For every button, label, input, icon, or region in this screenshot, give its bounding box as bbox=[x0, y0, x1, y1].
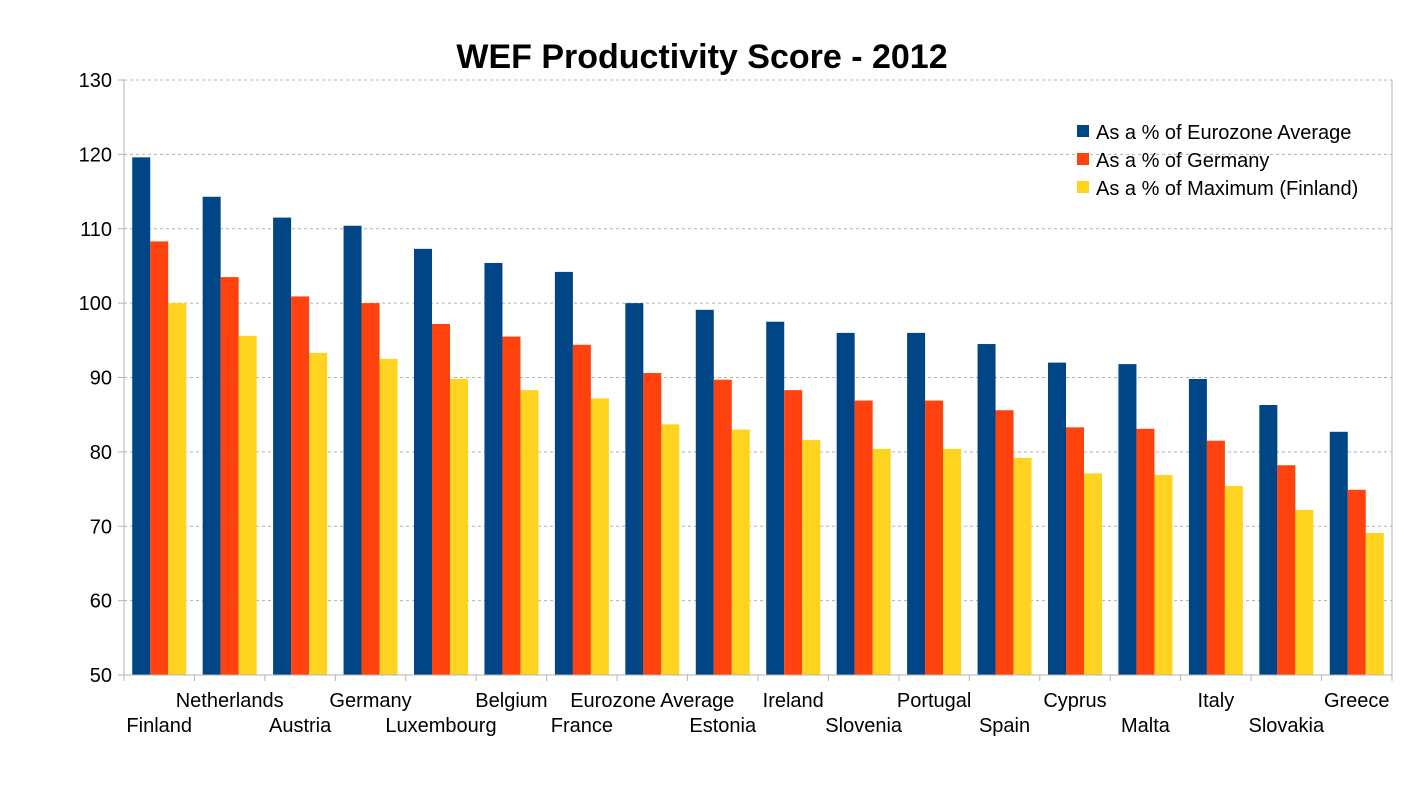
bar-malta-series-3 bbox=[1154, 474, 1173, 675]
legend-label: As a % of Eurozone Average bbox=[1096, 122, 1351, 144]
legend-swatch bbox=[1077, 153, 1089, 165]
x-category-label: Spain bbox=[979, 715, 1030, 737]
x-category-label: Germany bbox=[329, 690, 411, 712]
x-category-label: Austria bbox=[269, 715, 332, 737]
legend-label: As a % of Germany bbox=[1096, 150, 1269, 172]
grid-layer bbox=[124, 79, 1392, 602]
y-tick-label: 80 bbox=[90, 442, 112, 464]
x-category-label: Estonia bbox=[689, 715, 757, 737]
bar-belgium-series-2 bbox=[502, 336, 521, 675]
bar-italy-series-3 bbox=[1224, 486, 1243, 675]
bar-belgium-series-1 bbox=[484, 262, 503, 675]
chart-title: WEF Productivity Score - 2012 bbox=[456, 38, 947, 76]
bar-greece-series-3 bbox=[1365, 532, 1384, 675]
y-tick-label: 120 bbox=[79, 144, 112, 166]
x-category-label: France bbox=[551, 715, 613, 737]
x-category-label: Netherlands bbox=[176, 690, 284, 712]
axis-layer: 50 60 70 80 90 100 110 120 130 Finland Netherlands… bbox=[79, 70, 1393, 737]
bar-germany-series-2 bbox=[361, 303, 380, 675]
bar-netherlands-series-3 bbox=[238, 335, 257, 675]
bar-finland-series-3 bbox=[168, 303, 187, 675]
bar-estonia-series-1 bbox=[695, 309, 714, 675]
bar-slovakia-series-1 bbox=[1259, 405, 1278, 675]
x-category-label: Eurozone Average bbox=[570, 690, 734, 712]
bar-eurozone-average-series-1 bbox=[625, 303, 644, 675]
bar-germany-series-3 bbox=[379, 358, 398, 675]
bar-france-series-1 bbox=[554, 271, 573, 675]
bar-cyprus-series-2 bbox=[1066, 427, 1084, 675]
bar-italy-series-2 bbox=[1206, 440, 1225, 675]
bar-belgium-series-3 bbox=[520, 390, 539, 675]
bar-spain-series-2 bbox=[995, 410, 1014, 675]
bar-italy-series-1 bbox=[1188, 378, 1207, 675]
bar-finland-series-1 bbox=[132, 157, 151, 676]
x-category-label: Belgium bbox=[475, 690, 547, 712]
bar-cyprus-series-1 bbox=[1048, 362, 1066, 675]
bar-eurozone-average-series-3 bbox=[661, 424, 680, 675]
bar-spain-series-1 bbox=[977, 344, 996, 675]
bars-layer bbox=[132, 157, 1384, 676]
x-category-label: Finland bbox=[126, 715, 192, 737]
bar-finland-series-2 bbox=[150, 241, 169, 676]
legend-label: As a % of Maximum (Finland) bbox=[1096, 178, 1358, 200]
bar-portugal-series-1 bbox=[907, 332, 926, 675]
y-tick-label: 50 bbox=[90, 665, 112, 687]
legend: As a % of Eurozone Average As a % of Germ… bbox=[1077, 122, 1358, 200]
bar-netherlands-series-1 bbox=[202, 196, 221, 676]
bar-ireland-series-1 bbox=[766, 321, 785, 675]
bar-luxembourg-series-1 bbox=[414, 248, 432, 676]
bar-slovenia-series-3 bbox=[872, 448, 891, 675]
legend-swatch bbox=[1077, 181, 1089, 193]
bar-spain-series-3 bbox=[1013, 457, 1032, 675]
x-category-label: Malta bbox=[1121, 715, 1171, 737]
x-category-label: Slovenia bbox=[825, 715, 903, 737]
bar-luxembourg-series-3 bbox=[450, 378, 468, 675]
bar-germany-series-1 bbox=[343, 225, 362, 675]
bar-slovenia-series-1 bbox=[836, 332, 855, 675]
bar-greece-series-1 bbox=[1329, 431, 1348, 675]
bar-estonia-series-2 bbox=[713, 379, 732, 675]
bar-slovenia-series-2 bbox=[854, 400, 873, 675]
y-tick-label: 110 bbox=[80, 219, 112, 241]
bar-cyprus-series-3 bbox=[1084, 473, 1102, 675]
bar-greece-series-2 bbox=[1347, 489, 1366, 675]
bar-france-series-3 bbox=[590, 398, 609, 675]
bar-eurozone-average-series-2 bbox=[643, 373, 662, 675]
y-tick-label: 60 bbox=[90, 591, 112, 613]
bar-austria-series-3 bbox=[309, 352, 328, 675]
bar-austria-series-2 bbox=[291, 296, 310, 675]
bar-estonia-series-3 bbox=[731, 429, 750, 675]
x-category-label: Luxembourg bbox=[385, 715, 496, 737]
legend-swatch bbox=[1077, 125, 1089, 137]
x-category-label: Portugal bbox=[897, 690, 972, 712]
bar-slovakia-series-3 bbox=[1295, 509, 1314, 675]
bar-austria-series-1 bbox=[273, 217, 292, 675]
y-tick-label: 70 bbox=[90, 516, 112, 538]
bar-france-series-2 bbox=[572, 344, 591, 675]
x-category-label: Slovakia bbox=[1249, 715, 1325, 737]
y-tick-label: 130 bbox=[79, 70, 112, 92]
bar-malta-series-1 bbox=[1118, 364, 1137, 675]
x-category-label: Greece bbox=[1324, 690, 1390, 712]
bar-netherlands-series-2 bbox=[220, 277, 239, 675]
bar-slovakia-series-2 bbox=[1277, 465, 1296, 675]
bar-portugal-series-3 bbox=[943, 448, 962, 675]
y-tick-label: 100 bbox=[79, 293, 112, 315]
x-category-label: Italy bbox=[1198, 690, 1235, 712]
bar-luxembourg-series-2 bbox=[432, 323, 450, 675]
x-category-label: Cyprus bbox=[1043, 690, 1106, 712]
bar-malta-series-2 bbox=[1136, 428, 1155, 675]
bar-ireland-series-2 bbox=[784, 390, 803, 675]
bar-portugal-series-2 bbox=[925, 400, 944, 675]
x-category-label: Ireland bbox=[763, 690, 824, 712]
y-tick-label: 90 bbox=[90, 368, 112, 390]
bar-ireland-series-3 bbox=[802, 439, 821, 675]
